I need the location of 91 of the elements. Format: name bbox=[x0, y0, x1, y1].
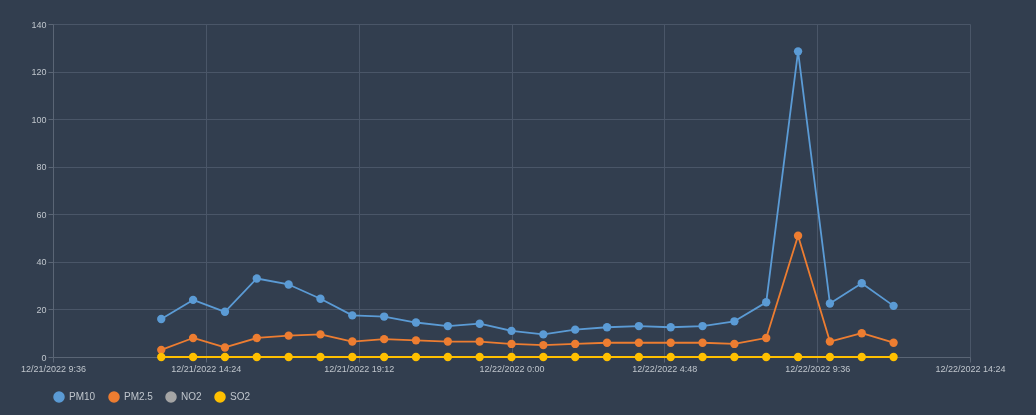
legend-label: PM2.5 bbox=[124, 391, 154, 402]
point bbox=[857, 329, 866, 338]
point bbox=[539, 352, 548, 362]
point bbox=[443, 321, 452, 331]
point bbox=[698, 321, 707, 331]
point bbox=[252, 352, 261, 362]
point bbox=[889, 338, 898, 347]
point bbox=[793, 47, 803, 56]
point bbox=[316, 330, 325, 339]
point bbox=[220, 352, 230, 362]
y-tick-label: 20 bbox=[36, 304, 47, 315]
point bbox=[889, 352, 898, 362]
point bbox=[475, 337, 484, 346]
point bbox=[348, 311, 357, 320]
x-tick-label: 12/22/2022 9:36 bbox=[785, 363, 851, 374]
point bbox=[157, 345, 166, 355]
point bbox=[634, 321, 644, 331]
point bbox=[825, 299, 835, 308]
point bbox=[571, 339, 580, 349]
point bbox=[666, 323, 675, 332]
y-tick-label: 140 bbox=[31, 19, 47, 30]
point bbox=[284, 352, 293, 362]
point bbox=[379, 352, 389, 362]
point bbox=[602, 323, 612, 332]
point bbox=[666, 352, 675, 362]
point bbox=[220, 343, 230, 352]
point bbox=[443, 337, 452, 346]
point bbox=[507, 352, 516, 362]
legend-label: SO2 bbox=[230, 391, 251, 402]
point bbox=[475, 319, 484, 328]
point bbox=[762, 333, 771, 343]
point bbox=[793, 352, 803, 362]
y-tick-label: 0 bbox=[41, 352, 47, 363]
point bbox=[857, 279, 866, 288]
x-tick-label: 12/21/2022 19:12 bbox=[324, 363, 395, 374]
point bbox=[825, 352, 835, 362]
point bbox=[698, 338, 707, 347]
point bbox=[507, 326, 516, 336]
point bbox=[411, 352, 421, 362]
point bbox=[857, 352, 866, 362]
x-tick-label: 12/22/2022 0:00 bbox=[479, 363, 545, 374]
point bbox=[539, 330, 548, 339]
y-tick-label: 60 bbox=[36, 209, 47, 220]
legend-label: NO2 bbox=[181, 391, 202, 402]
point bbox=[602, 352, 612, 362]
point bbox=[825, 337, 835, 346]
point bbox=[793, 231, 803, 240]
point bbox=[666, 338, 675, 347]
x-tick-label: 12/22/2022 14:24 bbox=[935, 363, 1006, 374]
point bbox=[379, 312, 389, 321]
point bbox=[188, 352, 198, 362]
point bbox=[571, 352, 580, 362]
point bbox=[411, 336, 421, 345]
point bbox=[762, 352, 771, 362]
point bbox=[220, 307, 230, 316]
point bbox=[157, 314, 166, 324]
y-tick-label: 80 bbox=[36, 162, 47, 173]
point bbox=[411, 318, 421, 327]
point bbox=[316, 294, 325, 303]
point bbox=[730, 317, 739, 326]
point bbox=[698, 352, 707, 362]
point bbox=[316, 352, 325, 362]
point bbox=[634, 352, 644, 362]
point bbox=[539, 340, 548, 350]
point bbox=[348, 337, 357, 346]
point bbox=[730, 352, 739, 362]
y-tick-label: 40 bbox=[36, 257, 47, 268]
point bbox=[889, 301, 898, 311]
point bbox=[284, 331, 293, 340]
point bbox=[730, 339, 739, 349]
x-tick-label: 12/21/2022 14:24 bbox=[171, 363, 242, 374]
x-tick-label: 12/21/2022 9:36 bbox=[20, 363, 87, 374]
point bbox=[634, 338, 644, 347]
point bbox=[188, 295, 198, 305]
point bbox=[252, 333, 261, 343]
legend-label: PM10 bbox=[69, 391, 96, 402]
point bbox=[157, 352, 166, 362]
x-tick-label: 12/22/2022 4:48 bbox=[632, 363, 698, 374]
point bbox=[443, 352, 452, 362]
point bbox=[348, 352, 357, 362]
point bbox=[284, 280, 293, 289]
point bbox=[188, 333, 198, 343]
y-tick-label: 120 bbox=[31, 67, 47, 78]
point bbox=[571, 325, 580, 334]
point bbox=[762, 298, 771, 307]
point bbox=[602, 338, 612, 347]
point bbox=[252, 274, 261, 283]
point bbox=[475, 352, 484, 362]
y-tick-label: 100 bbox=[31, 114, 47, 125]
point bbox=[379, 334, 389, 344]
point bbox=[507, 339, 516, 349]
